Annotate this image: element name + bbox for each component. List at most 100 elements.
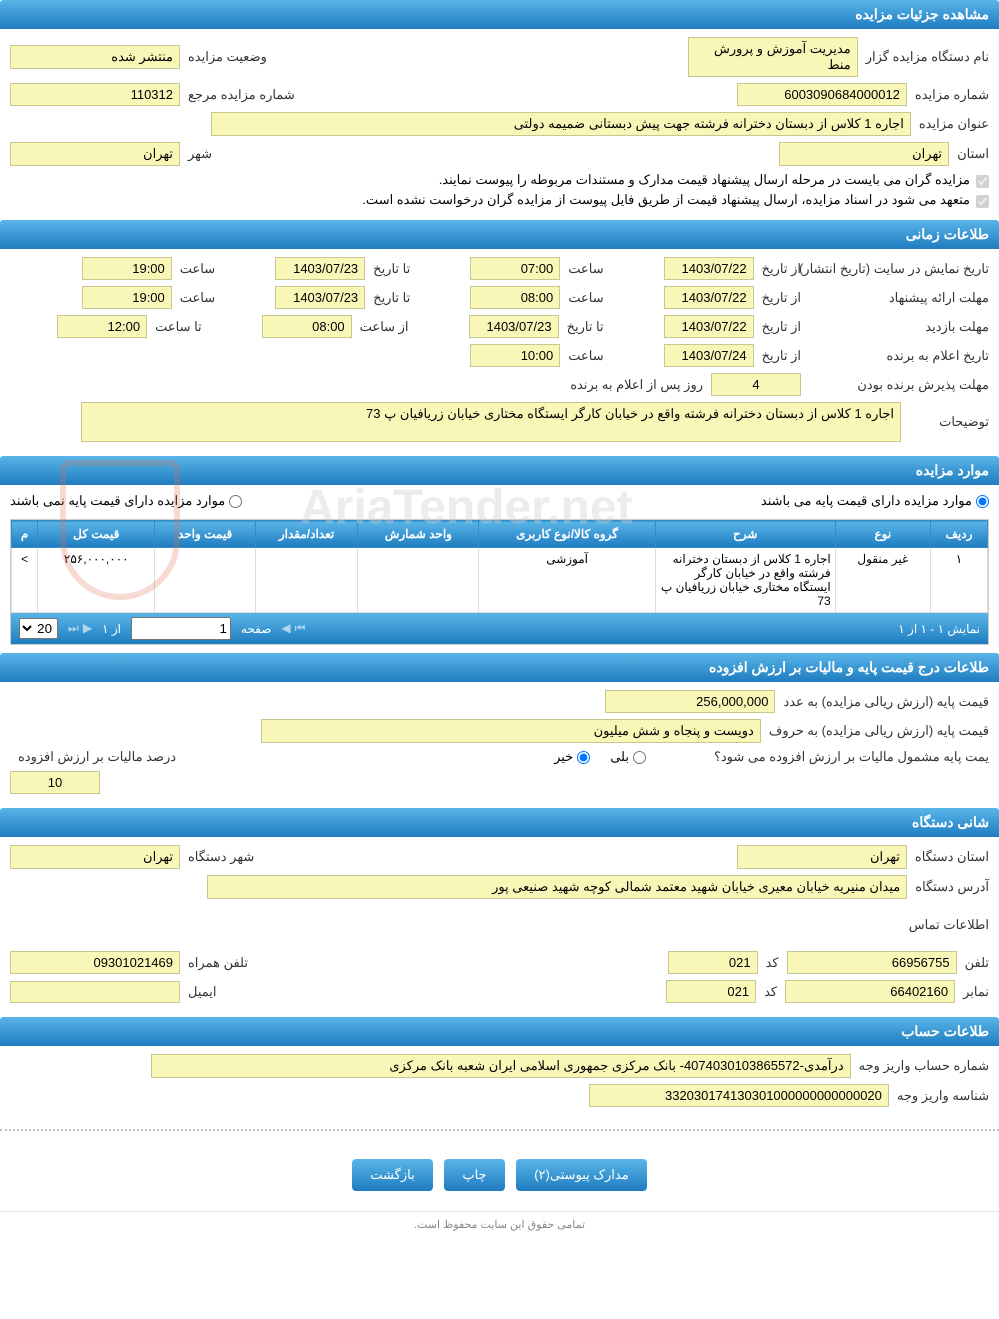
radio-has-base-price[interactable]: موارد مزایده دارای قیمت پایه می باشند <box>761 493 989 509</box>
contact-info-label: اطلاعات تماس <box>909 917 989 933</box>
winner-days: 4 <box>711 373 801 396</box>
pub-from-date: 1403/07/22 <box>664 257 754 280</box>
radio-no-base-price[interactable]: موارد مزایده دارای قیمت پایه نمی باشند <box>10 493 242 509</box>
items-table: ردیف نوع شرح گروه کالا/نوع کاربری واحد ش… <box>11 520 988 613</box>
section-header-timing: طلاعات زمانی <box>0 220 999 249</box>
announce-date: 1403/07/24 <box>664 344 754 367</box>
pub-to-time: 19:00 <box>82 257 172 280</box>
title-value: اجاره 1 کلاس از دبستان دخترانه فرشته جهت… <box>211 112 911 136</box>
back-button[interactable]: بازگشت <box>352 1159 432 1191</box>
vat-pct-value: 10 <box>10 771 100 794</box>
code-label: کد <box>766 955 779 971</box>
phone-value: 66956755 <box>787 951 957 974</box>
vat-yes[interactable]: بلی <box>610 749 646 765</box>
pager: نمایش ۱ - ۱ از ۱ ⏮ ◀ صفحه از ۱ ▶ ⏭ 20 <box>11 613 988 644</box>
province-label: استان <box>957 146 989 162</box>
visit-from-date: 1403/07/22 <box>664 315 754 338</box>
cell-type: غیر منقول <box>835 548 930 613</box>
city-value: تهران <box>10 142 180 166</box>
fax-label: نمابر <box>963 984 989 1000</box>
org-city-value: تهران <box>10 845 180 869</box>
attach-docs-text: مزایده گران می بایست در مرحله ارسال پیشن… <box>439 172 970 188</box>
section-header-items: موارد مزایده <box>0 456 999 485</box>
vat-no[interactable]: خیر <box>554 749 590 765</box>
price-word-label: قیمت پایه (ارزش ریالی مزایده) به حروف <box>769 723 989 739</box>
cell-action[interactable]: > <box>12 548 38 613</box>
vat-yes-input[interactable] <box>633 751 646 764</box>
radio-no-label: موارد مزایده دارای قیمت پایه نمی باشند <box>10 493 225 509</box>
time-label-5: ساعت <box>568 348 603 364</box>
radio-no-input[interactable] <box>229 495 242 508</box>
title-label: عنوان مزایده <box>919 116 989 132</box>
radio-has-label: موارد مزایده دارای قیمت پایه می باشند <box>761 493 972 509</box>
th-unit-price: قیمت واحد <box>155 521 256 548</box>
print-button[interactable]: چاپ <box>444 1159 504 1191</box>
bid-from-time: 08:00 <box>470 286 560 309</box>
status-label: وضعیت مزایده <box>188 49 267 65</box>
pager-display: نمایش ۱ - ۱ از ۱ <box>898 622 980 636</box>
org-addr-value: میدان منیریه خیابان معیری خیابان شهید مع… <box>207 875 907 899</box>
bid-deadline-label: مهلت ارائه پیشنهاد <box>809 290 989 306</box>
vat-no-input[interactable] <box>577 751 590 764</box>
section-header-price: طلاعات درج قیمت پایه و مالیات بر ارزش اف… <box>0 653 999 682</box>
cell-group: آموزشی <box>479 548 655 613</box>
from-date-label-3: از تاریخ <box>762 319 801 335</box>
pub-date-label: تاریخ نمایش در سایت (تاریخ انتشار) <box>809 261 989 277</box>
attach-docs-checkbox <box>976 175 989 188</box>
attachments-button[interactable]: مدارک پیوستی(۲) <box>516 1159 647 1191</box>
section-header-account: طلاعات حساب <box>0 1017 999 1046</box>
th-total: قیمت کل <box>38 521 155 548</box>
mobile-value: 09301021469 <box>10 951 180 974</box>
code-value-2: 021 <box>666 980 756 1003</box>
cell-total: ۲۵۶,۰۰۰,۰۰۰ <box>38 548 155 613</box>
bid-to-date: 1403/07/23 <box>275 286 365 309</box>
commit-text: متعهد می شود در اسناد مزایده، ارسال پیشن… <box>362 192 970 208</box>
ref-num-label: شماره مزایده مرجع <box>188 87 295 103</box>
payment-id-label: شناسه واریز وجه <box>897 1088 989 1104</box>
account-num-label: شماره حساب واریز وجه <box>859 1058 989 1074</box>
bid-to-time: 19:00 <box>82 286 172 309</box>
to-date-label-3: تا تاریخ <box>567 319 604 335</box>
price-word-value: دویست و پنجاه و شش میلیون <box>261 719 761 743</box>
pager-last-icon[interactable]: ⏭ <box>68 621 79 636</box>
winner-accept-label: مهلت پذیرش برنده بودن <box>809 377 989 393</box>
org-province-label: استان دستگاه <box>915 849 989 865</box>
pager-page-label: صفحه <box>241 622 271 636</box>
province-value: تهران <box>779 142 949 166</box>
radio-has-input[interactable] <box>976 495 989 508</box>
time-label-3: ساعت <box>568 290 603 306</box>
phone-label: تلفن <box>965 955 989 971</box>
payment-id-value: 332030174130301000000000000020 <box>589 1084 889 1107</box>
email-value <box>10 981 180 1003</box>
section-header-details: مشاهده جزئیات مزایده <box>0 0 999 29</box>
pager-prev-icon[interactable]: ◀ <box>281 621 290 636</box>
cell-idx: ۱ <box>930 548 987 613</box>
time-label-4: ساعت <box>180 290 215 306</box>
time-label: ساعت <box>568 261 603 277</box>
section-header-org: شانی دستگاه <box>0 808 999 837</box>
winner-days-suffix: روز پس از اعلام به برنده <box>570 377 703 393</box>
pager-first-icon[interactable]: ⏮ <box>295 621 306 636</box>
pager-page-input[interactable] <box>131 617 231 640</box>
pub-from-time: 07:00 <box>470 257 560 280</box>
table-row: ۱ غیر منقول اجاره 1 کلاس از دبستان دخترا… <box>12 548 988 613</box>
divider <box>0 1129 999 1131</box>
cell-qty <box>255 548 357 613</box>
org-name-label: نام دستگاه مزایده گزار <box>866 49 989 65</box>
ref-num-value: 110312 <box>10 83 180 106</box>
status-value: منتشر شده <box>10 45 180 69</box>
code-value: 021 <box>668 951 758 974</box>
visit-deadline-label: مهلت بازدید <box>809 319 989 335</box>
from-date-label: از تاریخ <box>762 261 801 277</box>
cell-unit <box>358 548 479 613</box>
auction-num-label: شماره مزایده <box>915 87 989 103</box>
cell-desc: اجاره 1 کلاس از دبستان دخترانه فرشته واق… <box>655 548 835 613</box>
commit-checkbox <box>976 195 989 208</box>
to-date-label: تا تاریخ <box>373 261 410 277</box>
from-time-label: از ساعت <box>360 319 409 335</box>
from-date-label-4: از تاریخ <box>762 348 801 364</box>
announce-time: 10:00 <box>470 344 560 367</box>
pager-size-select[interactable]: 20 <box>19 618 58 639</box>
account-num-value: درآمدی-4074030103865572- بانک مرکزی جمهو… <box>151 1054 851 1078</box>
pager-next-icon[interactable]: ▶ <box>83 621 92 636</box>
